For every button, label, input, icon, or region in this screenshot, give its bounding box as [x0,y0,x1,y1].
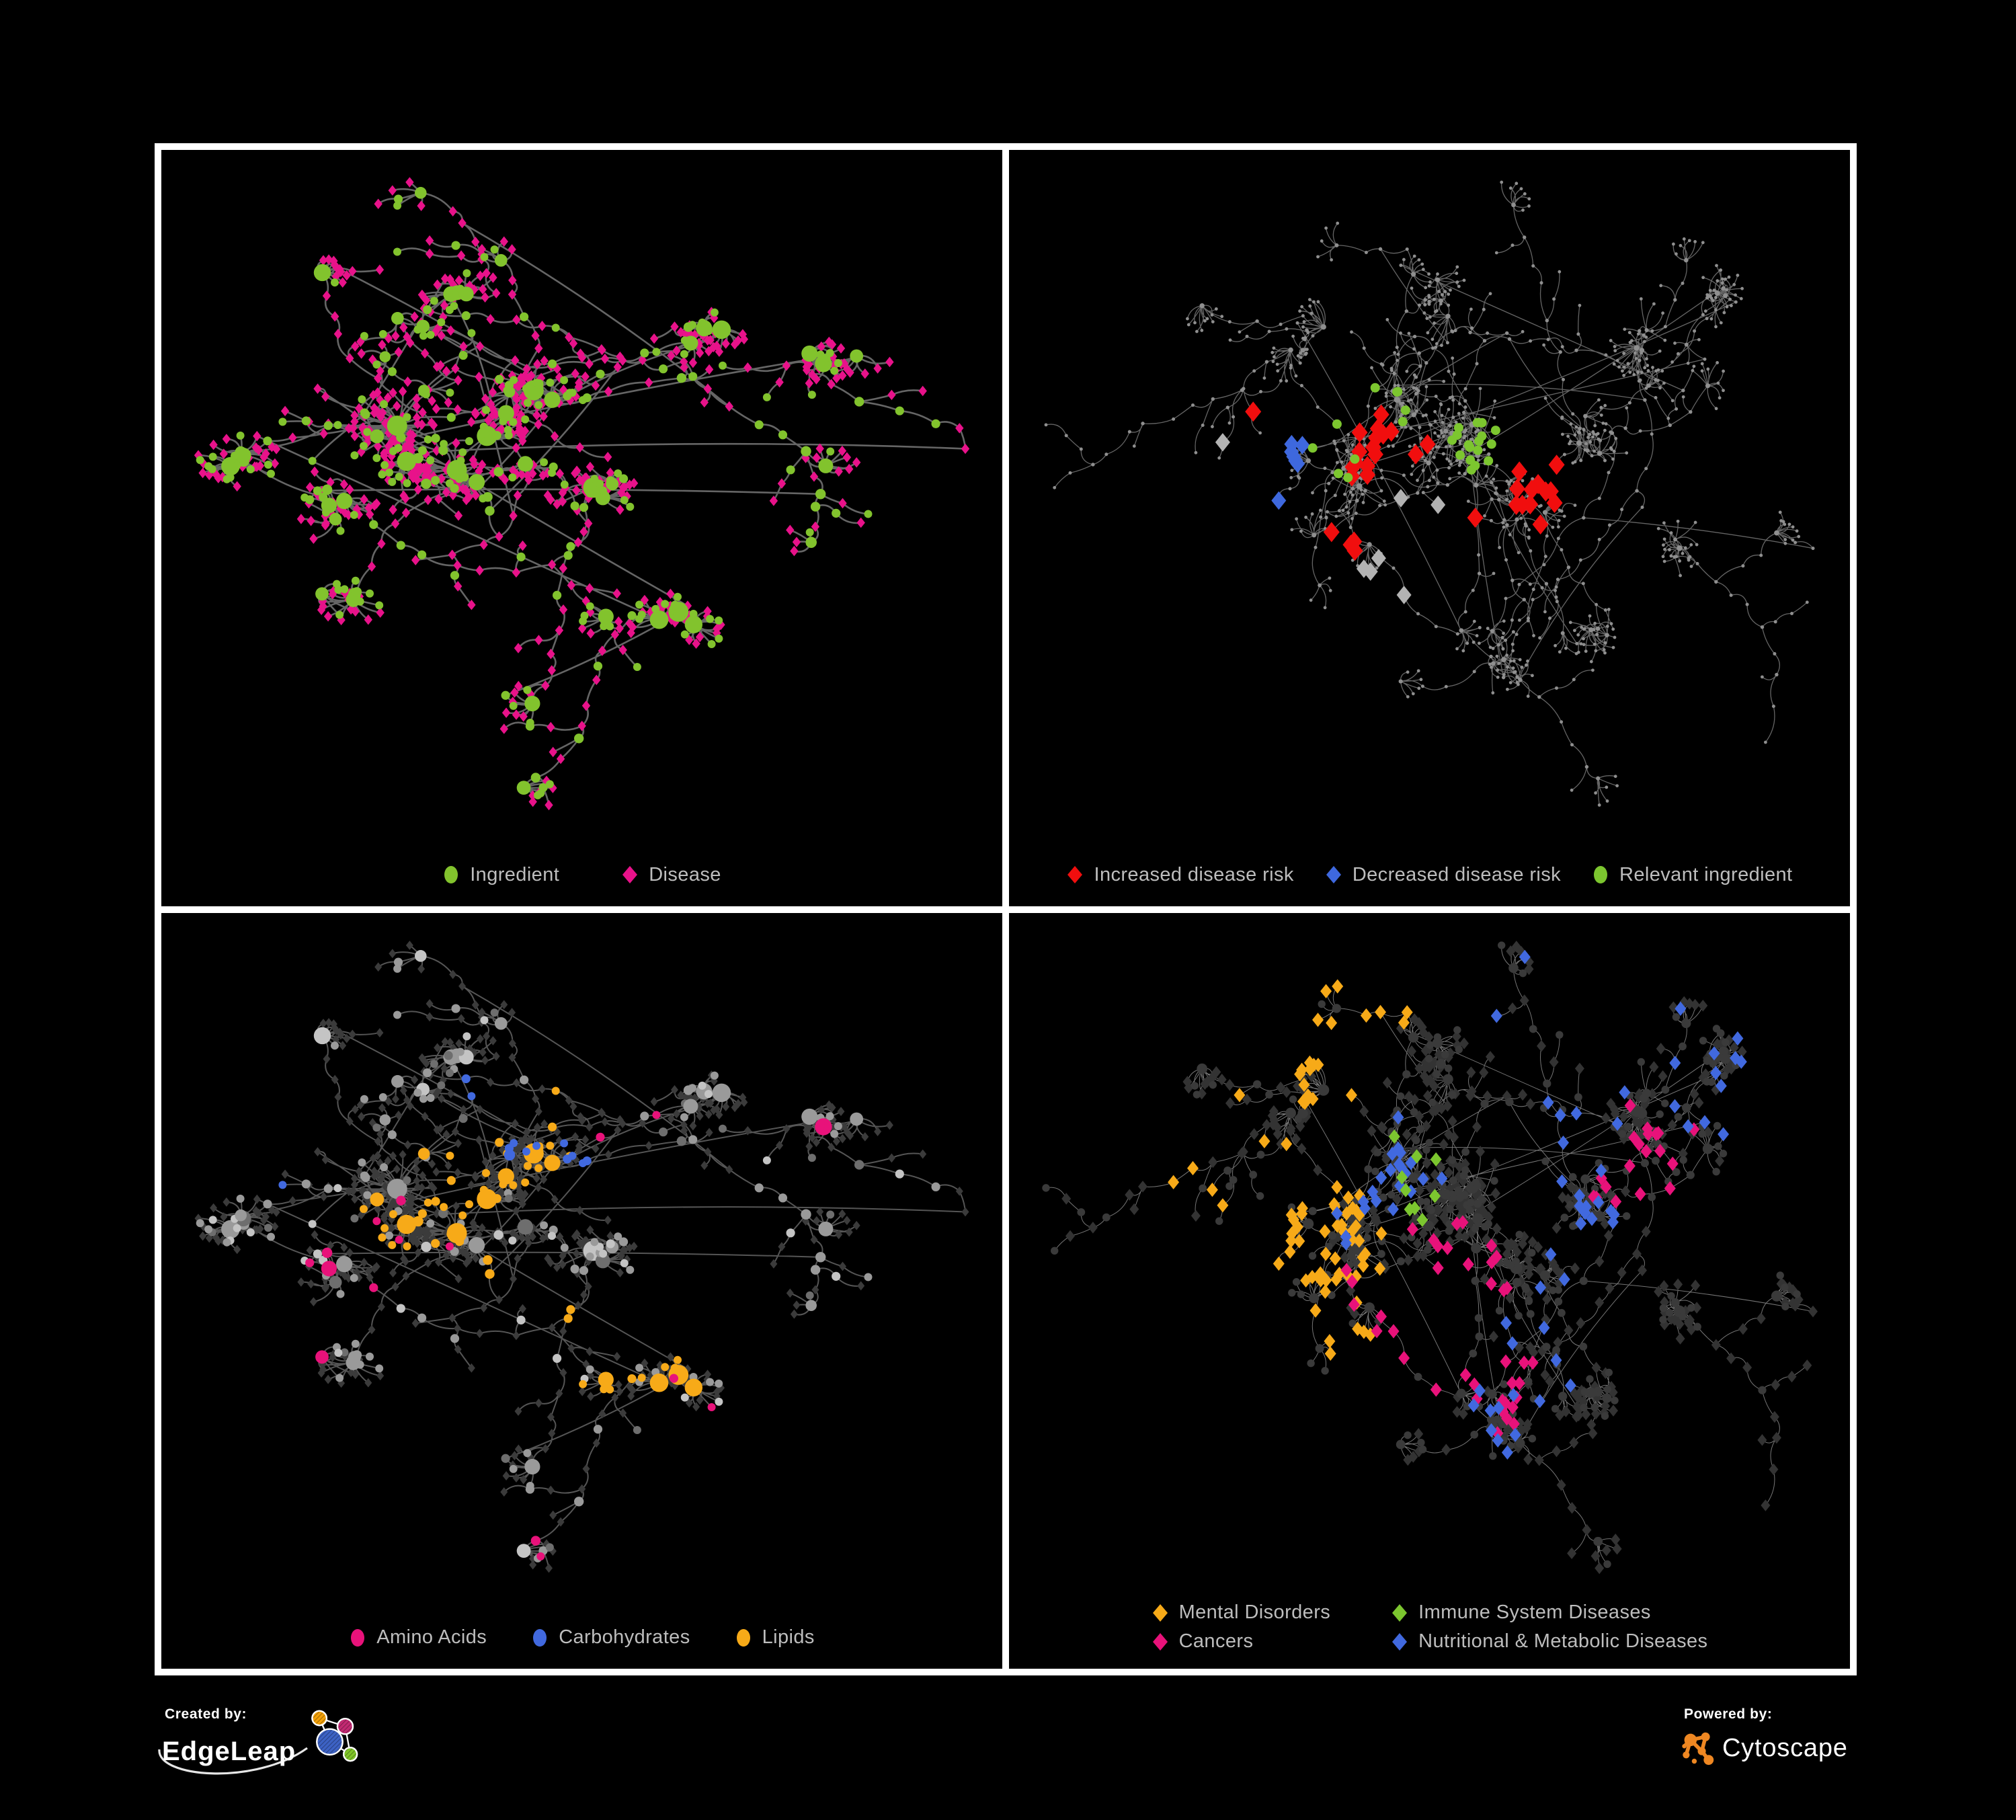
legend-label: Lipids [762,1626,815,1648]
legend-label: Disease [649,863,721,885]
legend-item-lipids: Lipids [735,1626,815,1649]
network-edges [1045,182,1814,805]
legend-label: Decreased disease risk [1352,863,1562,885]
circle-nodes [196,949,940,1562]
network-disease-classes [1042,940,1818,1574]
legend-marker-circle-icon [736,1628,750,1647]
network-ingredient-disease [194,177,970,811]
legend-item-disease: Disease [621,864,721,886]
network-edges [198,944,966,1569]
legend-marker-diamond-icon [1392,1604,1408,1622]
circle-nodes [1044,180,1815,807]
legend-item-relevant-ingredient: Relevant ingredient [1592,864,1792,886]
highlight-decreased-disease-risk [1271,434,1310,510]
figure-frame: Ingredient Disease Increased disease risk… [155,143,1857,1675]
legend-marker-diamond-icon [1326,866,1341,883]
legend-marker-diamond-icon [1152,1604,1168,1622]
legend-label: Carbohydrates [559,1626,690,1648]
legend-label: Cancers [1178,1630,1254,1652]
legend-marker-circle-icon [444,866,458,883]
legend-label: Nutritional & Metabolic Diseases [1418,1630,1708,1652]
legend-label: Mental Disorders [1178,1601,1331,1623]
panel-nutrient-classes: Amino Acids Carbohydrates Lipids [161,912,1002,1669]
diamond-nodes [194,940,969,1573]
legend-label: Relevant ingredient [1619,863,1793,885]
created-by-block: Created by: EdgeLeap [157,1706,479,1817]
network-nutrient-classes [194,940,969,1573]
legend-item-ingredient: Ingredient [442,864,559,886]
circle-nodes [196,187,940,799]
powered-by-block: Powered by: Cytoscape [1681,1706,1963,1814]
legend-item-nutritional-metabolic-diseases: Nutritional & Metabolic Diseases [1391,1630,1707,1653]
legend-item-decreased-disease-risk: Decreased disease risk [1325,864,1561,886]
edgeleap-logo-icon [311,1710,358,1762]
legend-marker-diamond-icon [1392,1632,1408,1651]
highlight-immune-system-diseases [1388,1129,1442,1227]
panel-disease-classes: Mental Disorders Immune System Diseases Ca… [1009,912,1850,1669]
legend-item-cancers: Cancers [1152,1630,1331,1653]
highlight-relevant-ingredient [1307,383,1500,483]
cytoscape-wordmark: Cytoscape [1722,1734,1848,1762]
legend-marker-diamond-icon [1152,1632,1168,1651]
highlight-carbohydrates [278,1074,592,1189]
cytoscape-logo-icon [1682,1732,1714,1766]
legend-item-increased-disease-risk: Increased disease risk [1066,864,1293,886]
legend-marker-diamond-icon [1067,866,1083,883]
highlight-amino-acids [305,1110,832,1560]
diamond-nodes [194,177,970,811]
legend-ingredient-disease: Ingredient Disease [161,864,1002,886]
legend-label: Immune System Diseases [1418,1601,1651,1623]
legend-marker-circle-icon [1594,866,1608,883]
edgeleap-wordmark: EdgeLeap [162,1737,296,1766]
powered-by-label: Powered by: [1684,1706,1773,1722]
legend-item-immune-system-diseases: Immune System Diseases [1391,1601,1707,1624]
legend-nutrient-classes: Amino Acids Carbohydrates Lipids [161,1626,1002,1649]
legend-item-mental-disorders: Mental Disorders [1152,1601,1331,1624]
legend-marker-circle-icon [533,1628,547,1647]
diamond-nodes [1061,940,1818,1574]
created-by-label: Created by: [165,1706,247,1722]
legend-label: Amino Acids [376,1626,487,1648]
legend-disease-classes: Mental Disorders Immune System Diseases Ca… [1009,1601,1850,1653]
legend-disease-risk: Increased disease risk Decreased disease … [1009,864,1850,886]
legend-marker-circle-icon [351,1628,365,1647]
legend-label: Increased disease risk [1094,863,1294,885]
network-disease-risk [1044,180,1815,807]
legend-item-carbohydrates: Carbohydrates [531,1626,690,1649]
legend-item-amino-acids: Amino Acids [349,1626,487,1649]
panel-disease-risk: Increased disease risk Decreased disease … [1009,150,1850,906]
legend-marker-diamond-icon [622,866,638,883]
legend-label: Ingredient [470,863,560,885]
panel-ingredient-disease: Ingredient Disease [161,150,1002,906]
